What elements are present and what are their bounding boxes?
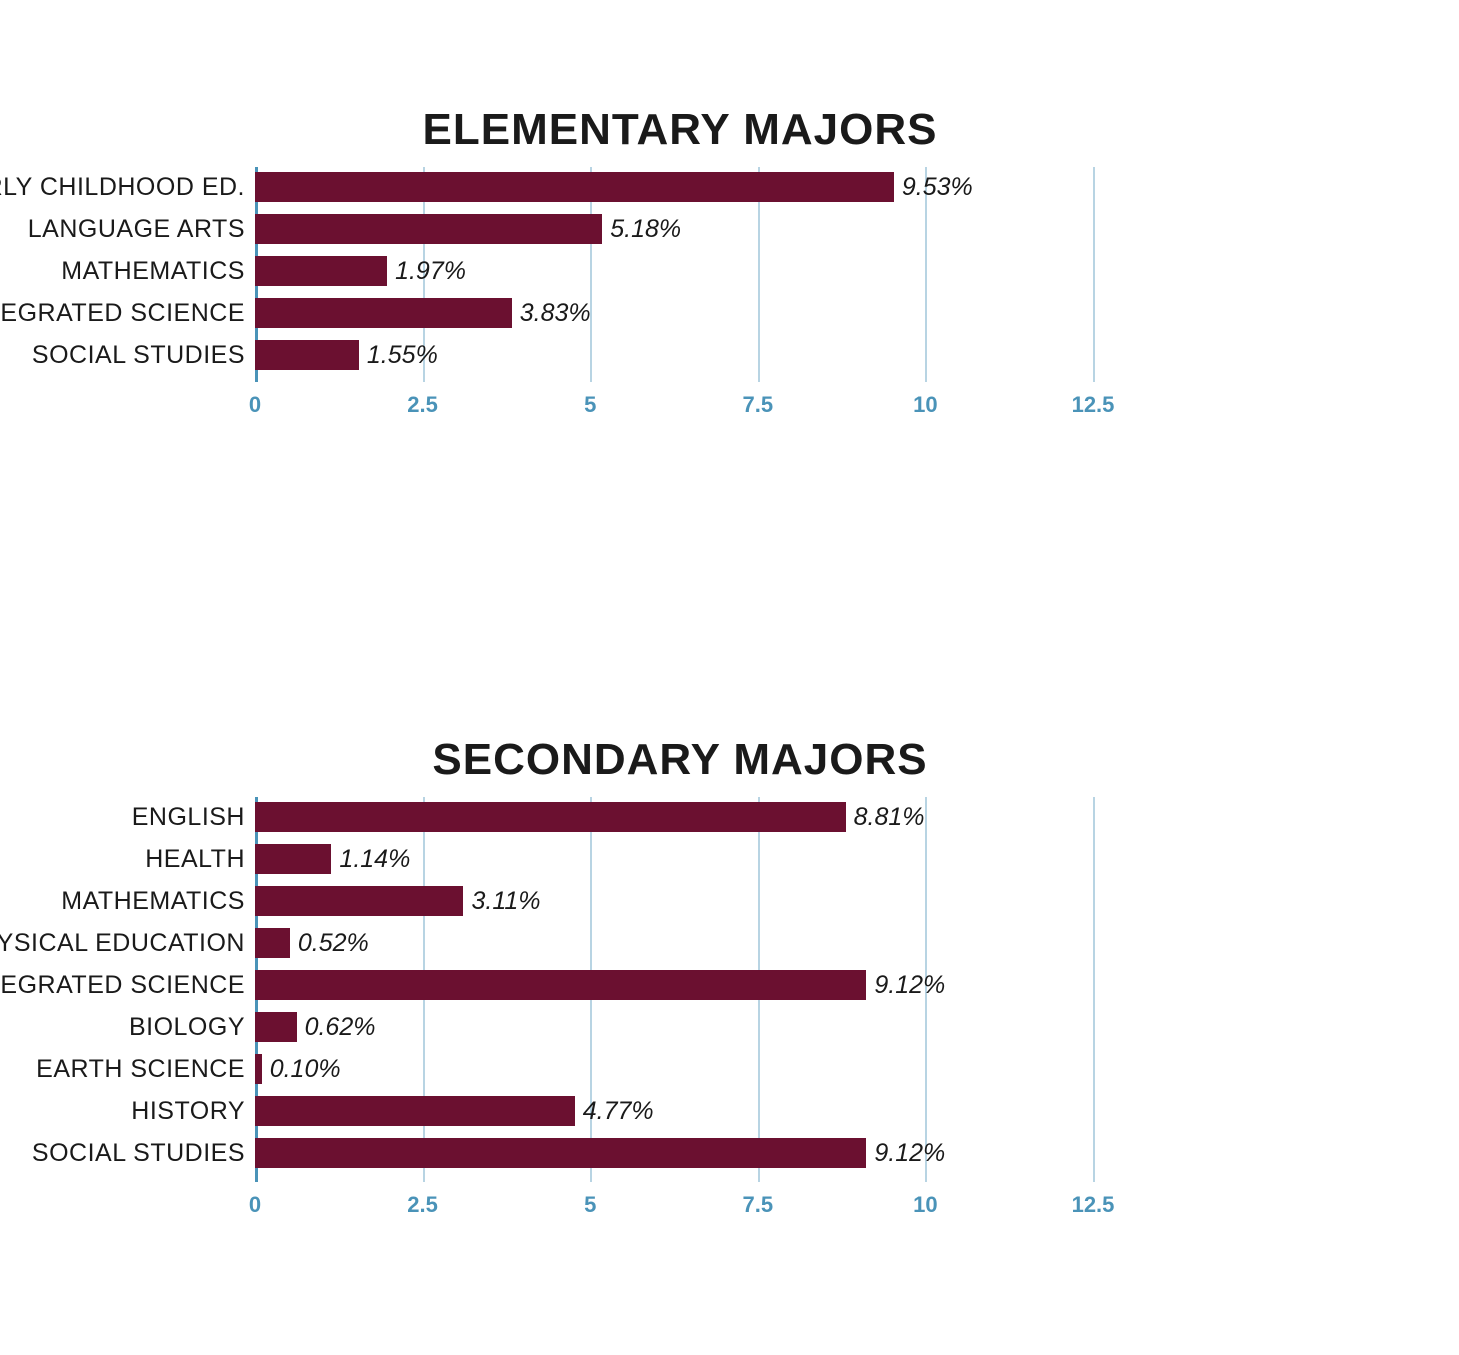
bar (255, 298, 512, 328)
bar-row: EARLY CHILDHOOD ED.9.53% (255, 172, 1093, 202)
bar (255, 802, 846, 832)
category-label: EARTH SCIENCE (36, 1054, 255, 1084)
x-tick-label: 12.5 (1072, 392, 1115, 418)
category-label: MATHEMATICS (61, 886, 255, 916)
category-label: HISTORY (131, 1096, 255, 1126)
x-tick-label: 7.5 (743, 1192, 774, 1218)
bar (255, 886, 463, 916)
bar-value-label: 3.83% (520, 298, 591, 328)
bar-row: SOCIAL STUDIES1.55% (255, 340, 1093, 370)
category-label: LANGUAGE ARTS (28, 214, 255, 244)
bar-value-label: 5.18% (610, 214, 681, 244)
bar-value-label: 4.77% (583, 1096, 654, 1126)
category-label: INTEGRATED SCIENCE (0, 970, 255, 1000)
bar-row: HEALTH1.14% (255, 844, 1093, 874)
category-label: MATHEMATICS (61, 256, 255, 286)
bar-row: EARTH SCIENCE0.10% (255, 1054, 1093, 1084)
bar-value-label: 9.12% (874, 1138, 945, 1168)
x-tick-label: 0 (249, 1192, 261, 1218)
bar (255, 970, 866, 1000)
secondary-chart-title: SECONDARY MAJORS (432, 735, 927, 785)
category-label: PHYSICAL EDUCATION (0, 928, 255, 958)
bar (255, 214, 602, 244)
x-tick-label: 2.5 (407, 392, 438, 418)
bar-row: MATHEMATICS3.11% (255, 886, 1093, 916)
elementary-plot-area: 02.557.51012.5EARLY CHILDHOOD ED.9.53%LA… (255, 167, 1093, 382)
bar-value-label: 1.14% (339, 844, 410, 874)
bar (255, 844, 331, 874)
bar (255, 1012, 297, 1042)
bar-value-label: 0.62% (305, 1012, 376, 1042)
gridline (1093, 797, 1095, 1182)
category-label: EARLY CHILDHOOD ED. (0, 172, 255, 202)
x-tick-label: 0 (249, 392, 261, 418)
bar (255, 1138, 866, 1168)
bar-value-label: 0.10% (270, 1054, 341, 1084)
x-tick-label: 12.5 (1072, 1192, 1115, 1218)
bar-row: INTEGRATED SCIENCE9.12% (255, 970, 1093, 1000)
bar-value-label: 0.52% (298, 928, 369, 958)
category-label: ENGLISH (132, 802, 255, 832)
bar (255, 928, 290, 958)
bar (255, 340, 359, 370)
bar (255, 1096, 575, 1126)
category-label: INTEGRATED SCIENCE (0, 298, 255, 328)
bar (255, 172, 894, 202)
category-label: SOCIAL STUDIES (32, 1138, 255, 1168)
bar-row: HISTORY4.77% (255, 1096, 1093, 1126)
bar-row: PHYSICAL EDUCATION0.52% (255, 928, 1093, 958)
bar-value-label: 9.12% (874, 970, 945, 1000)
x-tick-label: 2.5 (407, 1192, 438, 1218)
gridline (1093, 167, 1095, 382)
elementary-chart-title: ELEMENTARY MAJORS (423, 105, 938, 155)
category-label: HEALTH (145, 844, 255, 874)
bar-row: BIOLOGY0.62% (255, 1012, 1093, 1042)
bar-row: INTEGRATED SCIENCE3.83% (255, 298, 1093, 328)
bar-row: ENGLISH8.81% (255, 802, 1093, 832)
bar-value-label: 9.53% (902, 172, 973, 202)
bar (255, 1054, 262, 1084)
category-label: SOCIAL STUDIES (32, 340, 255, 370)
x-tick-label: 10 (913, 392, 937, 418)
bar-row: SOCIAL STUDIES9.12% (255, 1138, 1093, 1168)
x-tick-label: 7.5 (743, 392, 774, 418)
x-tick-label: 5 (584, 1192, 596, 1218)
bar-value-label: 1.97% (395, 256, 466, 286)
bar (255, 256, 387, 286)
category-label: BIOLOGY (129, 1012, 255, 1042)
bar-value-label: 3.11% (471, 886, 540, 916)
bar-value-label: 8.81% (854, 802, 925, 832)
x-tick-label: 5 (584, 392, 596, 418)
secondary-plot-area: 02.557.51012.5ENGLISH8.81%HEALTH1.14%MAT… (255, 797, 1093, 1182)
bar-value-label: 1.55% (367, 340, 438, 370)
bar-row: MATHEMATICS1.97% (255, 256, 1093, 286)
bar-row: LANGUAGE ARTS5.18% (255, 214, 1093, 244)
x-tick-label: 10 (913, 1192, 937, 1218)
